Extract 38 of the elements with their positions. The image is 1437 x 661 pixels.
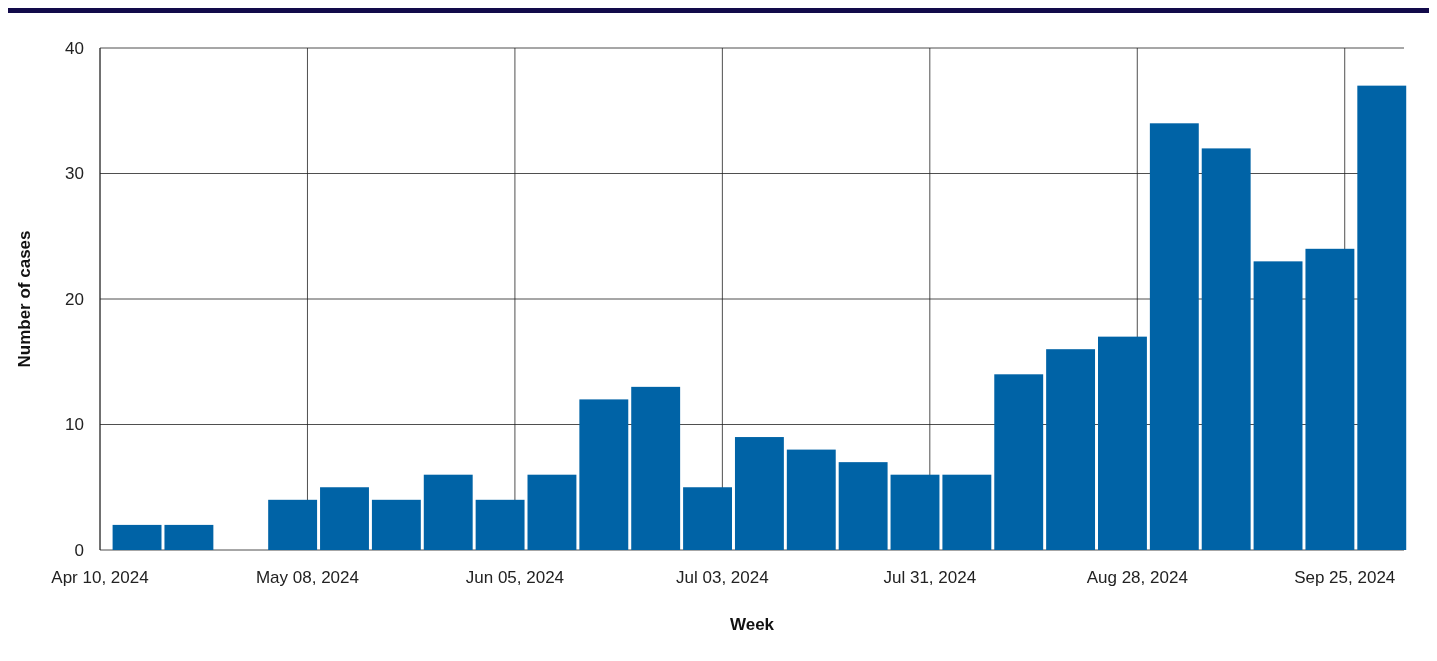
x-tick-label: Aug 28, 2024 [1086,568,1188,587]
x-axis-title: Week [729,615,775,634]
x-tick-label: Jul 03, 2024 [676,568,769,587]
y-tick-label: 10 [65,415,84,435]
bar [268,499,318,550]
y-tick-label: 20 [65,289,84,309]
y-tick-label: 0 [74,540,84,560]
bar [371,499,421,550]
bar [475,499,525,550]
y-tick-label: 40 [65,38,84,58]
y-tick-label: 30 [65,164,84,184]
bar [423,474,473,550]
bar [994,374,1044,550]
x-tick-label: May 08, 2024 [255,568,359,587]
y-axis-title: Number of cases [15,230,34,368]
bar [734,437,784,550]
bar [1357,85,1407,550]
bar [838,462,888,550]
bar [320,487,369,550]
bar [164,524,214,550]
bar [890,474,940,550]
bar [786,449,836,550]
bar [631,386,681,550]
bar [683,487,732,550]
x-tick-label: Jun 05, 2024 [465,568,565,587]
x-tick-label: Apr 10, 2024 [51,568,149,587]
x-tick-label: Sep 25, 2024 [1294,568,1396,587]
bar [112,524,162,550]
x-tick-label: Jul 31, 2024 [883,568,977,587]
bar [527,474,577,550]
bar [1046,349,1096,550]
bar [1098,336,1147,550]
bar [1149,123,1199,550]
bar [1253,261,1303,550]
bar [1201,148,1251,550]
bar [579,399,629,550]
bar [942,474,992,550]
bar [1305,248,1355,550]
